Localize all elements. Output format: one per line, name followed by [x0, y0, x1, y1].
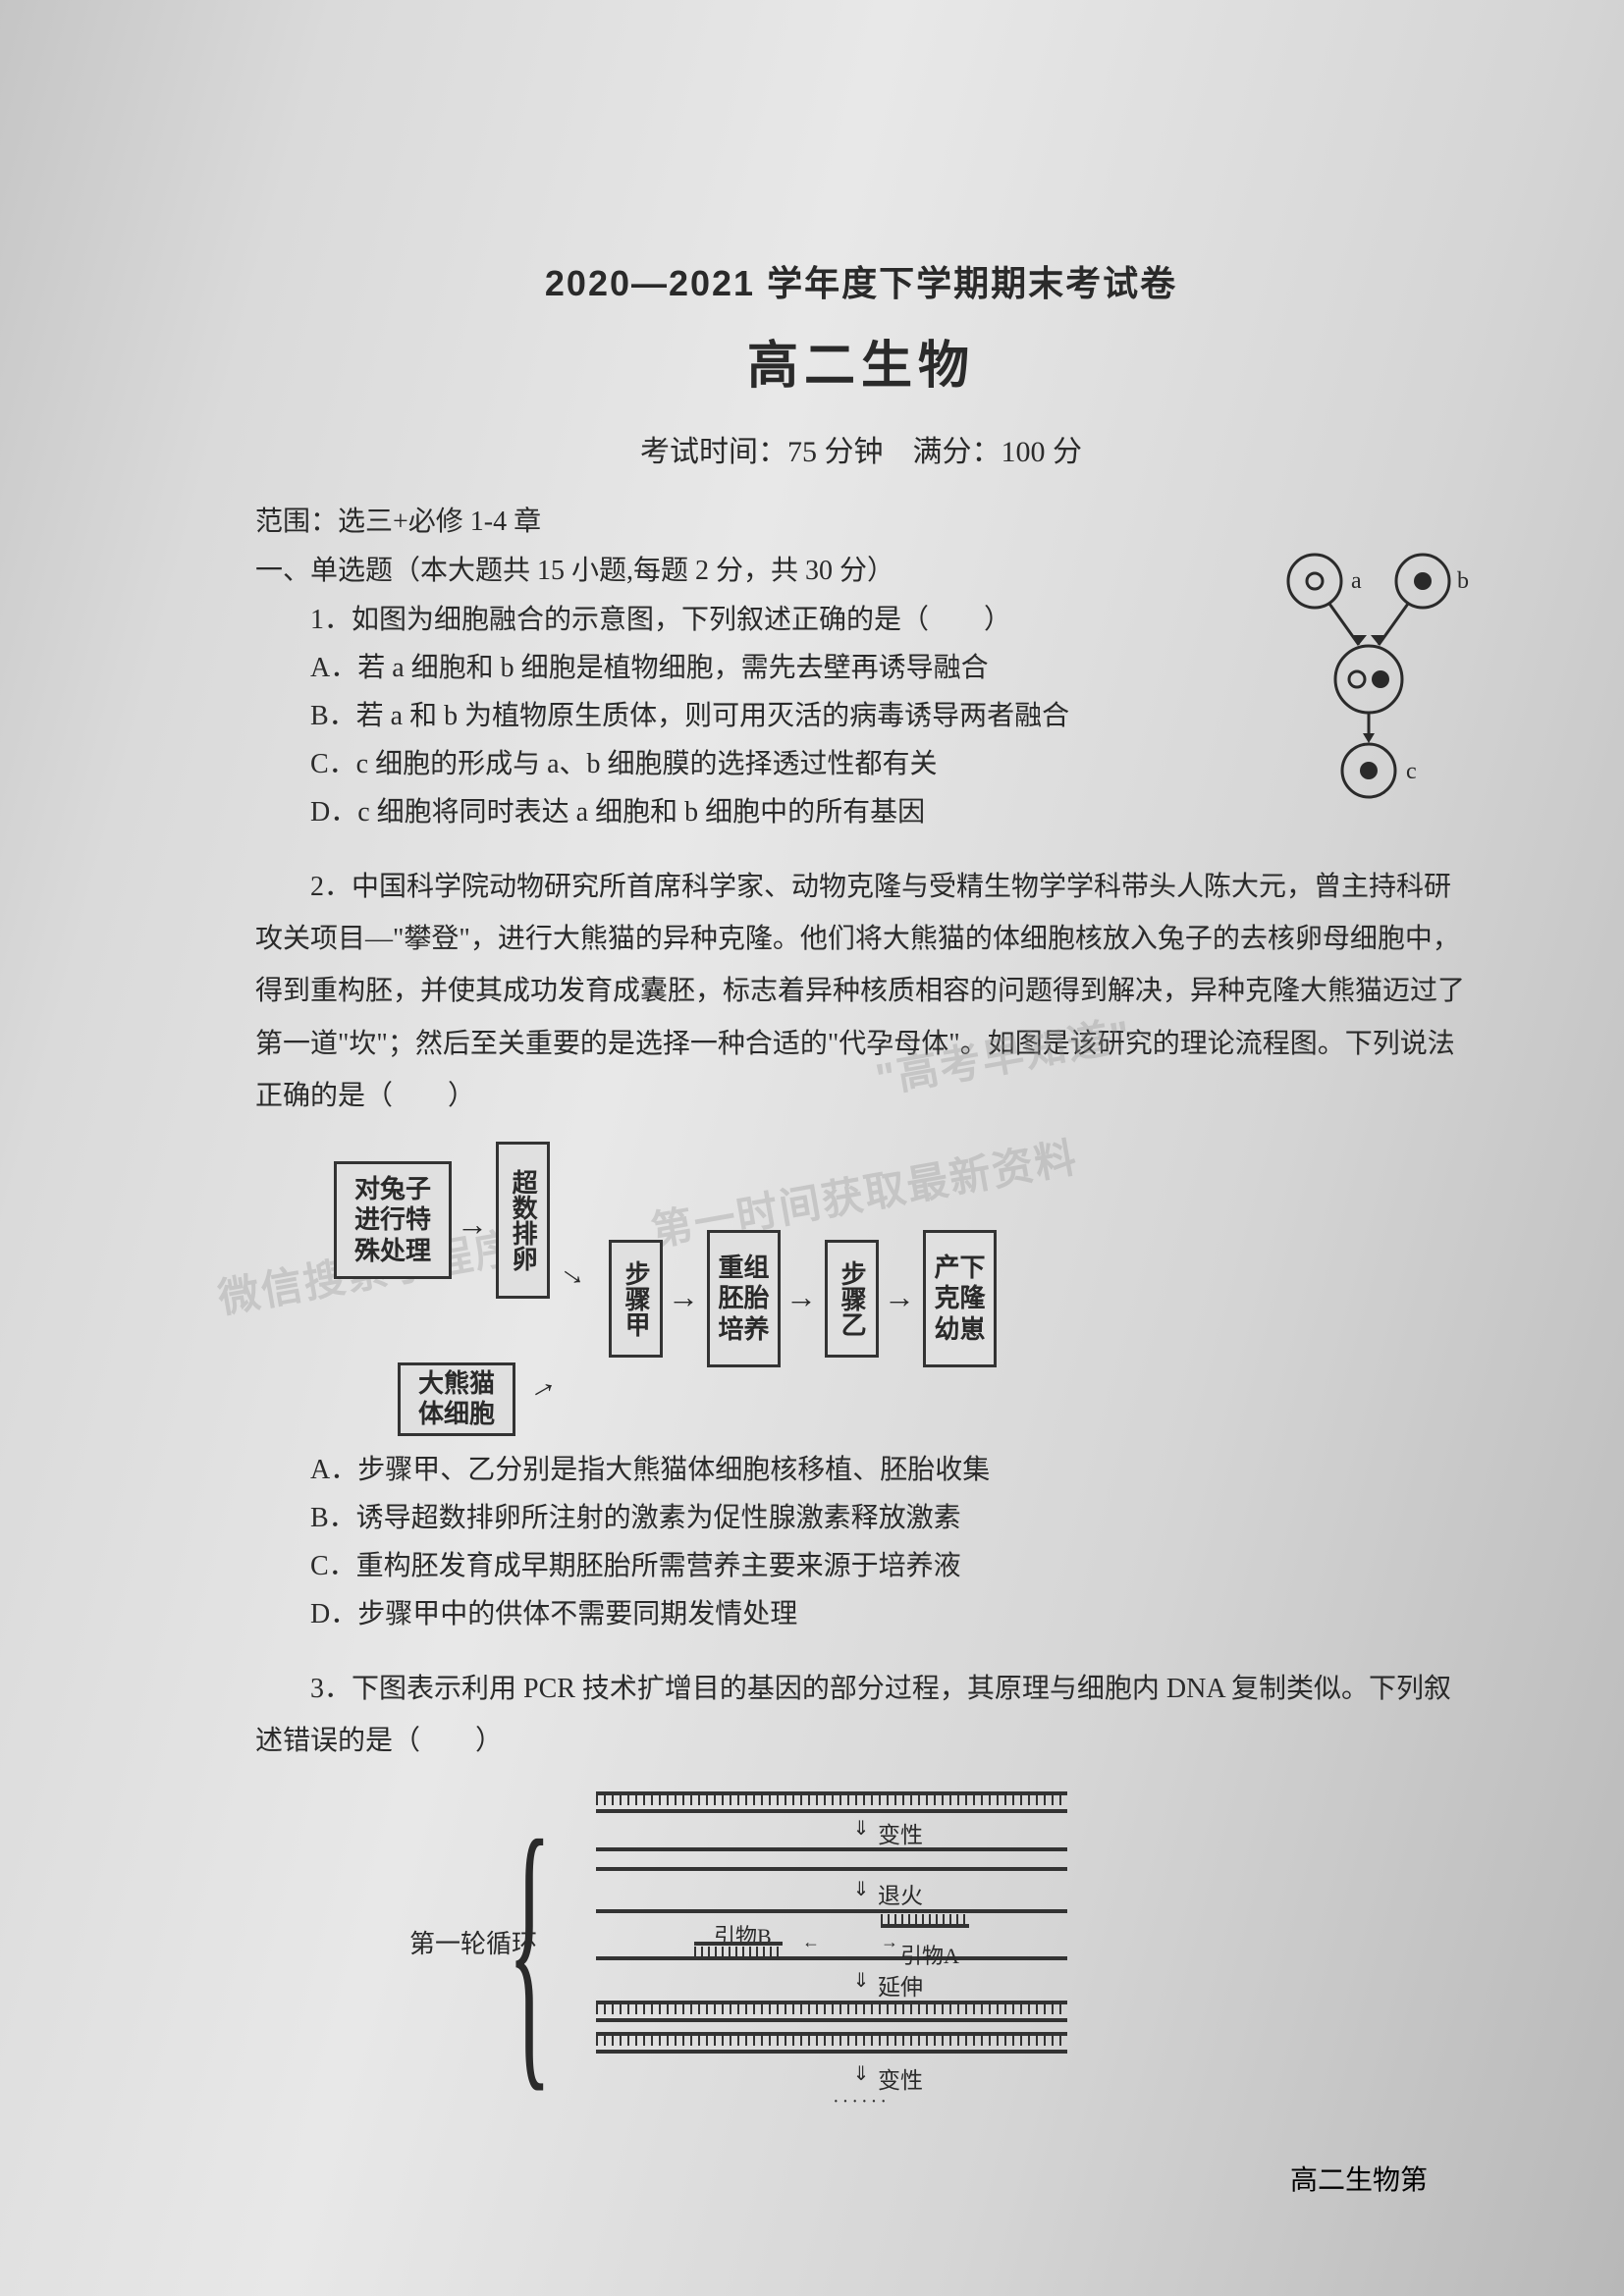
- pcr-step-denature2: 变性: [878, 2061, 923, 2095]
- arrow-icon: →: [457, 1206, 488, 1243]
- flow-embryo: 重组胚胎培养: [707, 1230, 781, 1367]
- down-arrow-icon: ⇓: [853, 1816, 870, 1841]
- paper-content: 2020—2021 学年度下学期期末考试卷 高二生物 考试时间：75 分钟 满分…: [255, 255, 1467, 2130]
- scope: 范围：选三+必修 1-4 章: [255, 500, 1467, 539]
- pcr-diagram: 第一轮循环 { ⇓ 变性 ⇓ 退火: [517, 1787, 1205, 2130]
- arrow-icon: →: [518, 1362, 564, 1409]
- subject-title: 高二生物: [255, 324, 1467, 398]
- q2-option-c: C．重构胚发育成早期胚胎所需营养主要来源于培养液: [255, 1542, 1467, 1590]
- page-footer: 高二生物第: [1290, 2159, 1428, 2198]
- question-2: 2．中国科学院动物研究所首席科学家、动物克隆与受精生物学学科带头人陈大元，曾主持…: [255, 861, 1467, 1638]
- primer-a-label: 引物A: [900, 1939, 959, 1970]
- flow-step-b: 步骤乙: [825, 1240, 879, 1358]
- q2-option-b: B．诱导超数排卵所注射的激素为促性腺激素释放激素: [255, 1494, 1467, 1542]
- pcr-step-extend: 延伸: [878, 1968, 923, 2002]
- arrow-icon: →: [668, 1279, 699, 1315]
- arrow-icon: →: [884, 1279, 915, 1315]
- exam-info: 考试时间：75 分钟 满分：100 分: [255, 427, 1467, 470]
- q2-stem: 2．中国科学院动物研究所首席科学家、动物克隆与受精生物学学科带头人陈大元，曾主持…: [255, 861, 1467, 1122]
- q2-option-a: A．步骤甲、乙分别是指大熊猫体细胞核移植、胚胎收集: [255, 1446, 1467, 1494]
- flow-super: 超数排卵: [496, 1142, 550, 1299]
- down-arrow-icon: ⇓: [853, 1968, 870, 1993]
- label-c: c: [1406, 759, 1417, 784]
- down-arrow-icon: ⇓: [853, 2061, 870, 2086]
- page: 2020—2021 学年度下学期期末考试卷 高二生物 考试时间：75 分钟 满分…: [0, 0, 1624, 2296]
- q3-stem: 3．下图表示利用 PCR 技术扩增目的基因的部分过程，其原理与细胞内 DNA 复…: [255, 1663, 1467, 1767]
- q2-flowchart: "高考早知道" 微信搜索小程序 第一时间获取最新资料 对兔子 进行特 殊处理 →…: [334, 1142, 1218, 1426]
- down-arrow-icon: ⇓: [853, 1877, 870, 1901]
- flow-rabbit: 对兔子 进行特 殊处理: [334, 1161, 452, 1279]
- flow-birth: 产下克隆幼崽: [923, 1230, 997, 1367]
- flow-panda: 大熊猫 体细胞: [398, 1362, 515, 1436]
- arrow-icon: →: [785, 1279, 817, 1315]
- arrow-icon: →: [552, 1249, 598, 1297]
- label-b: b: [1457, 568, 1469, 594]
- q2-option-d: D．步骤甲中的供体不需要同期发情处理: [255, 1590, 1467, 1638]
- flow-step-a: 步骤甲: [609, 1240, 663, 1358]
- pcr-step-denature1: 变性: [878, 1816, 923, 1849]
- label-a: a: [1351, 568, 1362, 594]
- question-3: 3．下图表示利用 PCR 技术扩增目的基因的部分过程，其原理与细胞内 DNA 复…: [255, 1663, 1467, 2130]
- cell-fusion-diagram: a b c: [1261, 547, 1487, 802]
- question-1: 1．如图为细胞融合的示意图，下列叙述正确的是（ ） A．若 a 细胞和 b 细胞…: [255, 596, 1467, 836]
- exam-title: 2020—2021 学年度下学期期末考试卷: [255, 255, 1467, 306]
- pcr-step-anneal: 退火: [878, 1877, 923, 1910]
- brace-icon: {: [508, 1796, 552, 2101]
